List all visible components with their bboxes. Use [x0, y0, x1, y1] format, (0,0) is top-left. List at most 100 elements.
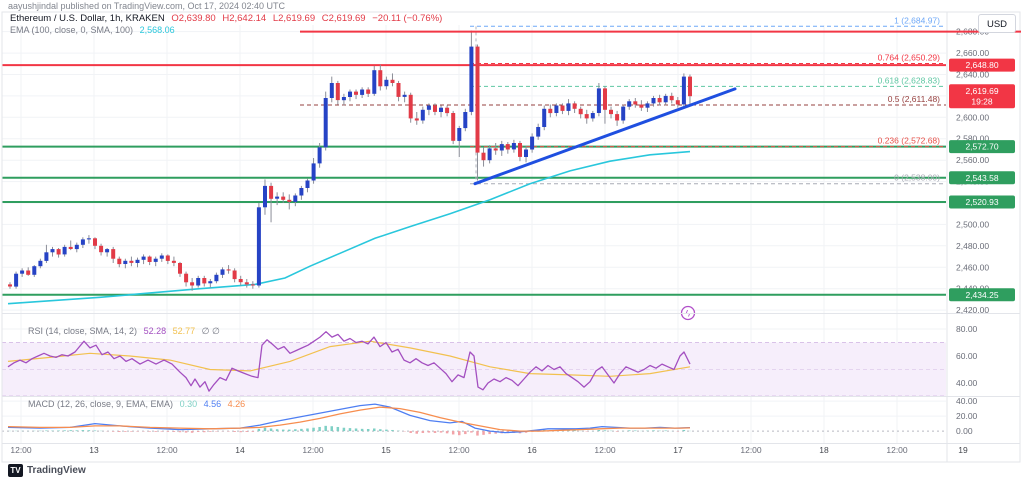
- candle-up: [542, 108, 547, 127]
- time-label-day: 14: [235, 445, 245, 455]
- candle-down: [117, 258, 122, 265]
- rsi-line: [7, 331, 691, 392]
- time-label-hour: 12:00: [886, 445, 908, 455]
- macd-signal-value: 4.26: [227, 399, 246, 409]
- price-tick-label: 2,660.00: [956, 48, 989, 58]
- candle-down: [548, 108, 553, 114]
- time-label-day: 18: [819, 445, 829, 455]
- rsi-band: [2, 342, 946, 397]
- candles-layer[interactable]: [8, 30, 692, 291]
- candle-up: [402, 94, 407, 97]
- candle-up: [196, 278, 201, 286]
- candle-up: [141, 256, 146, 260]
- candle-down: [609, 109, 613, 115]
- price-tick-label: 2,640.00: [956, 69, 989, 79]
- trendline[interactable]: [473, 87, 737, 186]
- candle-down: [688, 76, 692, 97]
- price-badge: [949, 288, 1015, 302]
- price-badge: [949, 171, 1015, 185]
- candle-down: [451, 113, 456, 141]
- price-badge-value: 2,648.80: [965, 60, 998, 70]
- candle-up: [14, 273, 19, 287]
- candle-up: [317, 147, 322, 164]
- candle-down: [445, 107, 450, 114]
- price-badge-countdown: 19:28: [971, 97, 993, 107]
- ema-legend[interactable]: EMA (100, close, 0, SMA, 100) 2,568.06: [10, 25, 179, 35]
- candle-up: [135, 259, 140, 263]
- rsi-legend[interactable]: RSI (14, close, SMA, 14, 2) 52.28 52.77 …: [28, 326, 224, 337]
- candle-down: [287, 199, 292, 202]
- candle-down: [335, 83, 340, 101]
- rsi-tick-label: 40.00: [956, 378, 978, 388]
- time-label-day: 13: [89, 445, 99, 455]
- candle-down: [99, 245, 104, 253]
- candle-up: [348, 91, 352, 97]
- tradingview-logo-text: TradingView: [27, 465, 86, 476]
- macd-label: MACD (12, 26, close, 9, EMA, EMA): [28, 399, 174, 409]
- price-tick-label: 2,480.00: [956, 241, 989, 251]
- tradingview-logo-icon: TV: [8, 464, 23, 477]
- rsi-sma-line: [7, 340, 691, 377]
- candle-up: [439, 107, 443, 112]
- candle-down: [26, 270, 31, 275]
- time-axis[interactable]: 12:00 13 12:00 14 12:00 15 12:00 16 12:00 17 12:00…: [10, 445, 968, 455]
- candle-up: [530, 136, 535, 150]
- candle-down: [366, 89, 371, 94]
- price-badge: [949, 195, 1015, 209]
- candle-down: [560, 105, 565, 111]
- candle-down: [56, 249, 61, 255]
- candle-up: [681, 76, 686, 105]
- symbol-legend[interactable]: Ethereum / U.S. Dollar, 1h, KRAKEN O2,63…: [10, 13, 446, 24]
- candle-down: [675, 100, 680, 105]
- price-badge-value: 2,520.93: [965, 197, 998, 207]
- price-badge: [949, 84, 1015, 109]
- candle-down: [238, 279, 243, 283]
- macd-legend[interactable]: MACD (12, 26, close, 9, EMA, EMA) 0.30 4…: [28, 399, 249, 409]
- change-value: −20.11 (−0.76%): [372, 13, 443, 24]
- tradingview-logo[interactable]: TV TradingView: [8, 464, 86, 477]
- price-tick-label: 2,460.00: [956, 262, 989, 272]
- ema-value: 2,568.06: [139, 25, 175, 35]
- candle-up: [311, 163, 316, 181]
- currency-toggle-button[interactable]: USD: [978, 14, 1016, 33]
- rsi-tick-label: 80.00: [956, 324, 978, 334]
- candle-down: [281, 196, 286, 200]
- candle-down: [178, 263, 182, 274]
- candle-down: [244, 282, 249, 285]
- candle-down: [505, 144, 510, 150]
- candle-down: [669, 95, 674, 101]
- candle-down: [433, 105, 437, 112]
- candle-up: [44, 252, 49, 261]
- rsi-extra-values: ∅ ∅: [201, 326, 220, 336]
- candle-up: [323, 98, 328, 148]
- candle-up: [275, 196, 280, 199]
- candle-down: [129, 260, 134, 263]
- time-label-hour: 12:00: [740, 445, 762, 455]
- candle-up: [420, 109, 425, 121]
- candle-up: [263, 185, 267, 208]
- candle-up: [74, 244, 79, 250]
- candle-up: [123, 260, 128, 264]
- candle-down: [378, 70, 383, 87]
- candle-down: [414, 118, 419, 121]
- candle-up: [50, 249, 55, 253]
- candle-down: [633, 101, 638, 105]
- candle-down: [147, 256, 152, 262]
- candle-down: [269, 185, 274, 199]
- candle-down: [250, 284, 255, 286]
- candle-up: [426, 105, 431, 110]
- candle-up: [554, 105, 559, 113]
- candle-up: [536, 127, 541, 137]
- candle-up: [463, 112, 468, 129]
- candle-down: [171, 260, 176, 263]
- macd-hist-value: 0.30: [179, 399, 198, 409]
- candle-down: [518, 143, 522, 157]
- candle-up: [105, 249, 110, 253]
- time-label-hour: 12:00: [594, 445, 616, 455]
- ema-line[interactable]: [7, 150, 691, 305]
- price-badge-value: 2,572.70: [965, 142, 998, 152]
- candle-up: [469, 46, 474, 112]
